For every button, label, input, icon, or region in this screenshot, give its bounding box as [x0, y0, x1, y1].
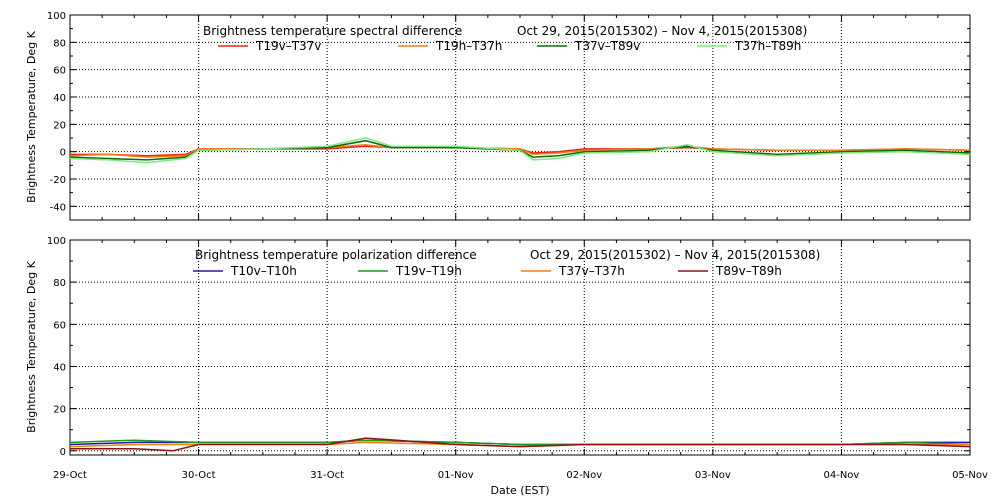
panel-title: Brightness temperature polarization diff…	[195, 248, 477, 262]
y-tick-label: 100	[47, 11, 66, 22]
gridlines	[70, 240, 970, 455]
y-tick-label: 80	[53, 38, 66, 49]
y-tick-label: 40	[53, 93, 66, 104]
polarization-difference-panel: 0 20 40 60 80 100 Brightness temperature pola…	[25, 236, 988, 497]
date-range: Oct 29, 2015(2015302) – Nov 4, 2015(2015…	[530, 248, 820, 262]
y-tick-label: 40	[53, 362, 66, 373]
plot-frame	[69, 14, 971, 221]
y-tick-label: 0	[60, 447, 66, 458]
series-group	[69, 137, 971, 164]
series-group	[69, 437, 971, 452]
legend-label: T19h–T37h	[435, 39, 502, 53]
y-tick-label: 80	[53, 278, 66, 289]
x-tick-label: 04-Nov	[823, 470, 859, 481]
legend-label: T37v–T37h	[558, 264, 625, 278]
y-tick-label: -40	[50, 202, 66, 213]
legend-label: T19v–T19h	[395, 264, 462, 278]
spectral-difference-panel: -40 -20 0 20 40 60 80 100 Brightness temperatur…	[25, 11, 971, 221]
x-tick-label: 31-Oct	[310, 470, 344, 481]
x-tick-label: 05-Nov	[952, 470, 988, 481]
legend-label: T37v–T89v	[574, 39, 640, 53]
panel-title: Brightness temperature spectral differen…	[203, 24, 462, 38]
x-tick-label: 01-Nov	[438, 470, 474, 481]
legend: T10v–T10h T19v–T19h T37v–T37h T89v–T89h	[193, 264, 782, 278]
x-tick-labels: 29-Oct 30-Oct 31-Oct 01-Nov 02-Nov 03-Nov 04-N…	[53, 470, 988, 481]
legend-label: T89v–T89h	[715, 264, 782, 278]
y-tick-label: 20	[53, 120, 66, 131]
ticks: 0 20 40 60 80 100	[47, 236, 971, 458]
y-tick-label: 0	[60, 148, 66, 159]
x-tick-label: 02-Nov	[566, 470, 602, 481]
series-line	[70, 437, 971, 452]
x-axis-label: Date (EST)	[490, 484, 549, 497]
y-tick-label: 60	[53, 66, 66, 77]
gridlines	[70, 15, 970, 220]
legend-label: T10v–T10h	[230, 264, 297, 278]
date-range: Oct 29, 2015(2015302) – Nov 4, 2015(2015…	[517, 24, 807, 38]
ticks: -40 -20 0 20 40 60 80 100	[47, 11, 971, 220]
legend-label: T19v–T37v	[255, 39, 321, 53]
y-axis-label: Brightness Temperature, Deg K	[25, 30, 38, 202]
x-tick-label: 29-Oct	[53, 470, 87, 481]
series-line	[69, 144, 971, 158]
y-tick-label: -20	[50, 175, 66, 186]
y-axis-label: Brightness Temperature, Deg K	[25, 260, 38, 432]
plot-frame	[69, 239, 971, 456]
y-tick-label: 60	[53, 320, 66, 331]
legend-label: T37h–T89h	[734, 39, 801, 53]
series-line	[69, 137, 971, 164]
y-tick-label: 20	[53, 405, 66, 416]
legend: T19v–T37v T19h–T37h T37v–T89v T37h–T89h	[218, 39, 801, 53]
x-tick-label: 03-Nov	[695, 470, 731, 481]
y-tick-label: 100	[47, 236, 66, 247]
x-tick-label: 30-Oct	[182, 470, 216, 481]
